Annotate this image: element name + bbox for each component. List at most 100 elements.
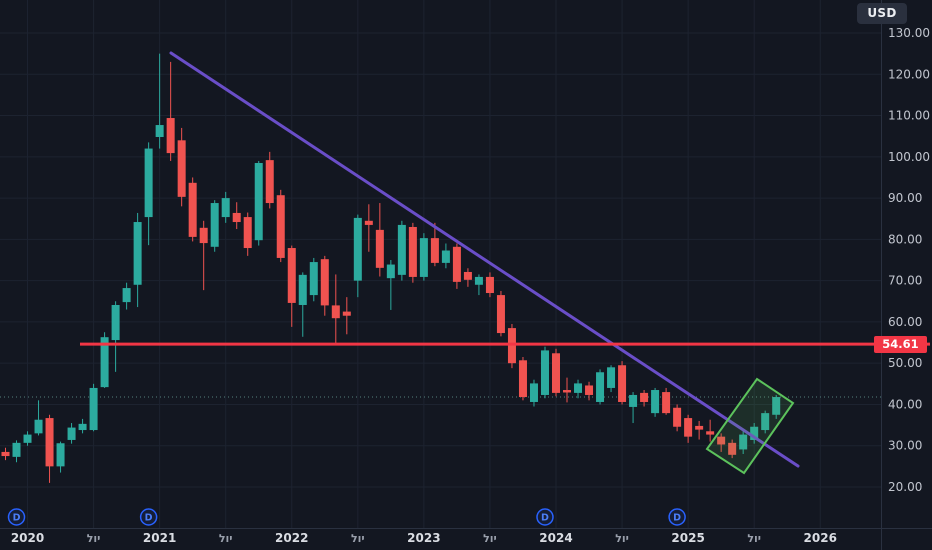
- candle-body-2025-04: [717, 436, 726, 445]
- descending-trendline[interactable]: [169, 51, 800, 468]
- candle-body-2022-08: [364, 220, 373, 225]
- x-axis-tick-label: יול: [747, 532, 761, 545]
- candle-body-2023-11: [529, 383, 538, 402]
- candle-body-2020-09: [111, 304, 120, 341]
- candle-body-2021-02: [166, 118, 175, 154]
- drawings-layer: [80, 51, 930, 475]
- candle-body-2023-01: [419, 238, 428, 277]
- ascending-channel-drawing[interactable]: [705, 377, 795, 475]
- x-axis-tick-label: 2026: [804, 531, 837, 545]
- candle-body-2020-02: [34, 419, 43, 434]
- candle-body-2020-12: [144, 148, 153, 218]
- candle-body-2021-10: [254, 163, 263, 241]
- candle-body-2023-07: [485, 276, 494, 294]
- candle-body-2025-01: [684, 418, 693, 437]
- currency-unit-button[interactable]: USD: [857, 3, 907, 24]
- dividend-marker[interactable]: [7, 508, 26, 526]
- x-axis-tick-label: 2022: [275, 531, 308, 545]
- candle-body-2025-09: [772, 397, 781, 415]
- candle-body-2021-12: [276, 195, 285, 258]
- candle-body-2019-11: [1, 451, 10, 457]
- candle-body-2020-08: [100, 337, 109, 388]
- candle-body-2025-05: [728, 442, 737, 455]
- candle-body-2022-02: [298, 274, 307, 305]
- x-axis-tick-label: 2024: [539, 531, 572, 545]
- candle-body-2022-05: [331, 305, 340, 319]
- candle-body-2022-12: [408, 226, 417, 277]
- candle-body-2024-04: [585, 385, 594, 395]
- y-axis-tick-label: 20.00: [888, 480, 922, 494]
- candle-body-2024-08: [629, 394, 638, 407]
- candle-body-2024-11: [662, 392, 671, 414]
- x-axis-tick-label: 2025: [671, 531, 704, 545]
- candle-body-2021-04: [188, 182, 197, 237]
- candle-body-2021-08: [232, 212, 241, 223]
- candle-body-2025-07: [750, 426, 759, 440]
- candle-body-2024-02: [563, 390, 572, 393]
- x-axis-tick-label: יול: [483, 532, 497, 545]
- candle-body-2024-07: [618, 365, 627, 402]
- candle-body-2024-03: [574, 383, 583, 393]
- candle-body-2022-03: [309, 262, 318, 296]
- candle-body-2025-03: [706, 431, 715, 435]
- y-axis-tick-label: 100.00: [888, 150, 930, 164]
- dividend-marker-letter: D: [145, 513, 153, 524]
- y-axis-tick-label: 110.00: [888, 109, 930, 123]
- x-axis-tick-label: יול: [87, 532, 101, 545]
- y-axis-tick-label: 40.00: [888, 397, 922, 411]
- candle-body-2023-04: [452, 246, 461, 282]
- dividend-marker[interactable]: [536, 508, 554, 526]
- candle-body-2023-02: [430, 238, 439, 263]
- candle-body-2022-06: [342, 311, 351, 316]
- y-axis-tick-label: 120.00: [888, 67, 930, 81]
- y-axis-tick-label: 80.00: [888, 232, 922, 246]
- candle-body-2020-03: [45, 418, 54, 467]
- candle-body-2020-06: [78, 423, 87, 431]
- candle-body-2024-09: [640, 392, 649, 402]
- candle-body-2023-12: [540, 350, 549, 395]
- candle-body-2020-05: [67, 427, 76, 440]
- candle-body-2022-07: [353, 217, 362, 281]
- dividend-marker-letter: D: [541, 513, 549, 524]
- candle-body-2020-04: [56, 443, 65, 467]
- candle-body-2020-07: [89, 387, 98, 431]
- dividend-marker[interactable]: [139, 508, 158, 526]
- candle-body-2022-11: [397, 224, 406, 275]
- candle-body-2023-05: [463, 271, 472, 280]
- dividend-marker-letter: D: [673, 513, 681, 524]
- candle-body-2021-06: [210, 203, 219, 247]
- candle-body-2024-01: [552, 353, 560, 393]
- x-axis-tick-label: 2021: [143, 531, 176, 545]
- y-axis-tick-label: 90.00: [888, 191, 922, 205]
- candle-body-2023-10: [518, 360, 527, 398]
- candle-body-2025-02: [695, 425, 704, 430]
- candle-body-2021-05: [199, 227, 208, 244]
- y-axis-tick-label: 50.00: [888, 356, 922, 370]
- candle-body-2025-06: [739, 434, 748, 450]
- candles-layer: [1, 53, 781, 483]
- candle-body-2021-11: [265, 160, 274, 204]
- candle-body-2020-10: [122, 288, 131, 303]
- candle-body-2024-10: [651, 390, 660, 414]
- candle-body-2019-12: [12, 442, 21, 457]
- candle-body-2020-11: [133, 222, 142, 285]
- dividend-marker[interactable]: [668, 508, 686, 526]
- candle-body-2021-09: [243, 217, 252, 249]
- y-axis-tick-label: 60.00: [888, 315, 922, 329]
- x-axis-tick-label: יול: [219, 532, 233, 545]
- x-axis-tick-label: יול: [615, 532, 629, 545]
- x-axis-tick-label: 2020: [11, 531, 44, 545]
- price-line-axis-label[interactable]: 54.61: [874, 336, 927, 353]
- candle-body-2024-05: [596, 372, 605, 402]
- candle-body-2023-08: [496, 295, 505, 334]
- y-axis-tick-label: 130.00: [888, 26, 930, 40]
- candle-body-2023-06: [474, 276, 483, 285]
- candle-body-2023-03: [441, 250, 450, 263]
- candle-body-2024-12: [673, 407, 682, 427]
- y-axis-tick-label: 30.00: [888, 439, 922, 453]
- candle-body-2021-01: [155, 125, 164, 138]
